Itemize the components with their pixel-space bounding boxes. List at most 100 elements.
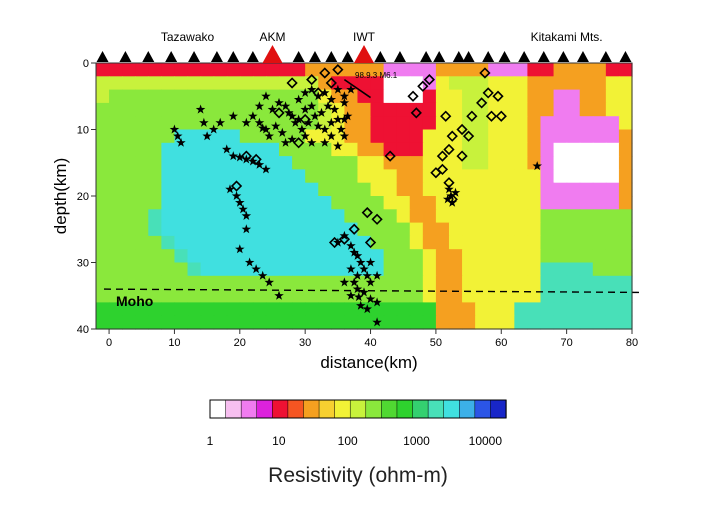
- resistivity-cell: [527, 235, 542, 250]
- resistivity-cell: [135, 129, 149, 144]
- resistivity-cell: [226, 249, 241, 264]
- colorbar-swatch: [318, 399, 336, 419]
- resistivity-cell: [370, 169, 385, 184]
- colorbar-swatch: [490, 399, 507, 419]
- resistivity-cell: [96, 129, 110, 144]
- resistivity-cell: [161, 289, 176, 303]
- resistivity-cell: [553, 63, 568, 77]
- resistivity-cell: [540, 102, 555, 117]
- resistivity-cell: [422, 89, 437, 104]
- resistivity-cell: [109, 156, 123, 170]
- diamond-marker: [338, 233, 351, 245]
- resistivity-cell: [265, 315, 280, 330]
- resistivity-cell: [527, 209, 542, 224]
- resistivity-cell: [448, 249, 463, 264]
- resistivity-cell: [109, 76, 123, 91]
- resistivity-cell: [383, 249, 398, 264]
- resistivity-cell: [200, 76, 215, 91]
- resistivity-cell: [488, 289, 502, 303]
- resistivity-cell: [370, 249, 385, 264]
- earthquake-star: [346, 264, 356, 274]
- earthquake-star: [320, 124, 330, 134]
- resistivity-cell: [174, 116, 189, 131]
- resistivity-cell: [122, 222, 136, 237]
- resistivity-cell: [109, 116, 123, 131]
- resistivity-cell: [422, 182, 437, 197]
- resistivity-cell: [331, 142, 345, 157]
- earthquake-star: [333, 84, 343, 94]
- resistivity-cell: [357, 315, 372, 330]
- resistivity-cell: [305, 315, 319, 330]
- resistivity-cell: [605, 262, 620, 277]
- resistivity-cell: [174, 102, 189, 117]
- resistivity-cell: [252, 289, 267, 303]
- diamond-marker: [384, 150, 396, 162]
- resistivity-cell: [514, 315, 529, 330]
- resistivity-cell: [579, 235, 594, 250]
- resistivity-cell: [122, 63, 136, 77]
- resistivity-cell: [200, 275, 215, 290]
- y-tick-label: 30: [77, 258, 89, 270]
- resistivity-cell: [540, 222, 555, 237]
- station-triangle: [393, 51, 406, 62]
- diamond-marker: [250, 153, 262, 166]
- resistivity-cell: [187, 235, 202, 250]
- resistivity-cell: [618, 315, 633, 330]
- resistivity-cell: [488, 169, 502, 184]
- colorbar-swatch: [209, 399, 227, 419]
- resistivity-cell: [187, 196, 202, 210]
- resistivity-cell: [187, 169, 202, 184]
- resistivity-cell: [553, 315, 568, 330]
- resistivity-cell: [226, 142, 241, 157]
- resistivity-cell: [122, 196, 136, 210]
- resistivity-cell: [187, 156, 202, 170]
- earthquake-star: [339, 91, 350, 101]
- resistivity-cell: [540, 63, 555, 77]
- resistivity-cell: [566, 196, 581, 210]
- resistivity-cell: [514, 129, 529, 144]
- colorbar-swatch: [240, 399, 258, 419]
- resistivity-cell: [396, 302, 411, 317]
- resistivity-cell: [239, 235, 254, 250]
- earthquake-star: [173, 131, 183, 141]
- resistivity-cell: [527, 89, 542, 104]
- resistivity-cell: [566, 116, 581, 131]
- resistivity-cell: [618, 116, 633, 131]
- resistivity-cell: [122, 102, 136, 117]
- earthquake-star: [349, 247, 359, 257]
- resistivity-cell: [422, 142, 437, 157]
- resistivity-cell: [527, 262, 542, 277]
- resistivity-cell: [488, 275, 502, 290]
- resistivity-cell: [475, 235, 489, 250]
- resistivity-cell: [226, 89, 241, 104]
- resistivity-cell: [265, 235, 280, 250]
- resistivity-cell: [279, 142, 293, 157]
- earthquake-star: [284, 107, 294, 117]
- earthquake-star: [225, 184, 235, 194]
- resistivity-cell: [527, 275, 542, 290]
- earthquake-star: [222, 144, 232, 154]
- resistivity-cell: [200, 222, 215, 237]
- station-triangle: [142, 51, 155, 62]
- earthquake-star: [244, 257, 255, 267]
- earthquake-star: [365, 257, 376, 267]
- resistivity-cell: [618, 235, 633, 250]
- resistivity-cell: [331, 262, 345, 277]
- resistivity-cell: [553, 76, 568, 91]
- resistivity-cell: [462, 222, 476, 237]
- resistivity-cell: [213, 222, 228, 237]
- resistivity-cell: [514, 262, 529, 277]
- resistivity-cell: [357, 222, 372, 237]
- resistivity-cell: [527, 76, 542, 91]
- resistivity-cell: [331, 275, 345, 290]
- x-tick-label: 10: [168, 337, 180, 349]
- resistivity-cell: [357, 63, 372, 77]
- resistivity-cell: [409, 102, 424, 117]
- earthquake-star: [346, 240, 356, 250]
- diamond-marker: [364, 236, 377, 249]
- resistivity-cell: [252, 222, 267, 237]
- resistivity-cell: [566, 156, 581, 170]
- resistivity-cell: [252, 129, 267, 144]
- diamond-marker: [348, 223, 360, 235]
- station-triangle: [498, 51, 511, 62]
